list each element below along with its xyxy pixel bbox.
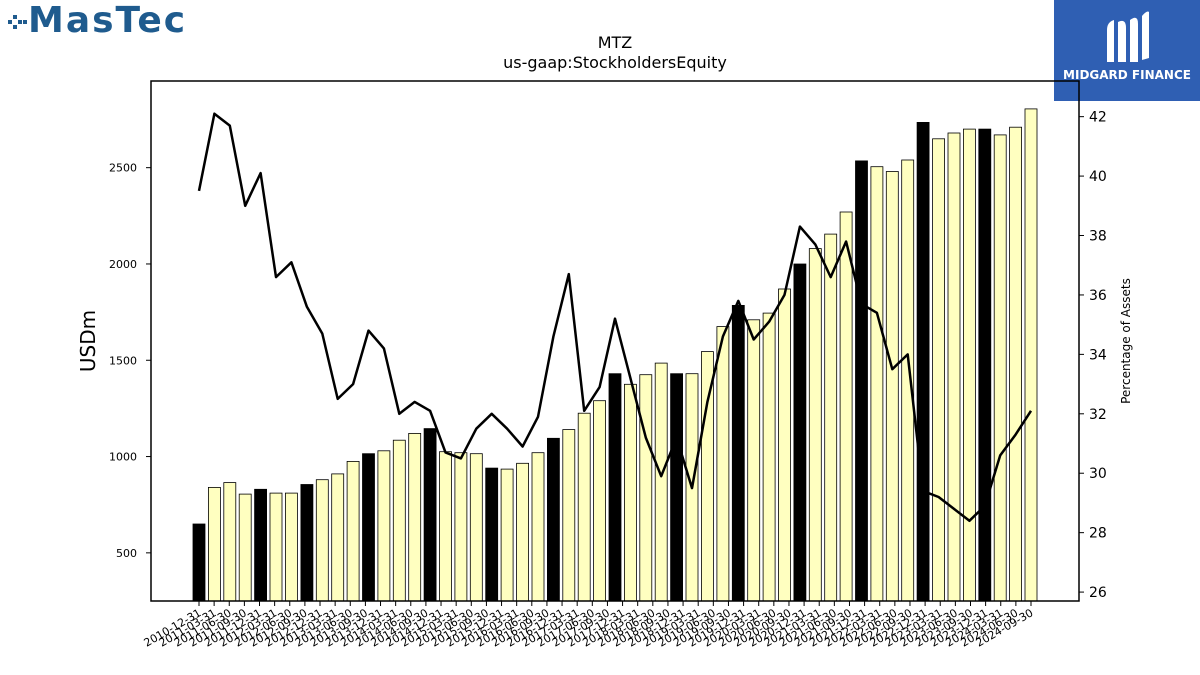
chart-title: MTZ [598, 33, 633, 52]
bar [808, 248, 822, 602]
bar [1009, 126, 1022, 602]
y2-tick-label: 38 [1089, 229, 1107, 245]
bar [346, 460, 360, 602]
bar [916, 122, 930, 602]
bar [762, 312, 776, 602]
x-axis: 2010-12-312011-03-312011-06-302011-09-30… [142, 601, 1036, 650]
y2-tick-label: 26 [1089, 585, 1107, 601]
bar [716, 326, 730, 602]
plot-frame [150, 80, 1080, 602]
y-tick-label: 1500 [109, 354, 137, 367]
bar [331, 473, 345, 602]
bar [993, 134, 1007, 602]
bar [254, 488, 268, 602]
bar [963, 128, 976, 602]
bar [608, 373, 622, 602]
bar [978, 128, 992, 602]
bar [731, 304, 745, 602]
y-tick-label: 500 [116, 547, 137, 560]
bar [238, 493, 252, 602]
y-tick-label: 2500 [109, 162, 137, 175]
y2-tick-label: 40 [1089, 169, 1107, 185]
bar-series [192, 108, 1038, 602]
bar [284, 492, 298, 602]
y2-tick-label: 28 [1089, 526, 1107, 542]
midgard-brand-text: MIDGARD FINANCE [1063, 68, 1191, 82]
bar [408, 432, 422, 602]
bar [439, 451, 452, 602]
bar [207, 486, 221, 602]
mastec-wordmark: MasTec [28, 0, 188, 41]
bar [901, 159, 915, 602]
bar [392, 439, 406, 602]
bar [516, 462, 529, 602]
bar [624, 383, 637, 602]
bar [562, 429, 576, 602]
bar [500, 468, 514, 602]
y2-axis-label: Percentage of Assets [1119, 278, 1133, 404]
bar [839, 211, 853, 602]
bar [315, 479, 329, 602]
bar [485, 467, 499, 602]
y-axis-label: USDm [76, 310, 100, 372]
y2-axis: 26 28 30 32 34 36 38 40 42 [1079, 110, 1107, 601]
bar [870, 166, 884, 602]
y2-tick-label: 34 [1089, 347, 1107, 363]
bar [855, 160, 868, 602]
bar [747, 319, 761, 602]
line-series [197, 112, 1033, 523]
bar [639, 374, 653, 602]
bar [824, 233, 838, 602]
y2-tick-label: 32 [1089, 407, 1107, 423]
bar [947, 132, 961, 602]
chart-subtitle: us-gaap:StockholdersEquity [503, 53, 727, 72]
bar [362, 453, 375, 602]
bar [547, 437, 560, 602]
bar [793, 263, 807, 602]
bar [223, 482, 237, 602]
y-axis: 500 1000 1500 2000 2500 [109, 162, 151, 560]
y-tick-label: 2000 [109, 258, 137, 271]
bar [670, 373, 683, 602]
bar [885, 171, 899, 602]
bar [531, 452, 545, 602]
bar [377, 450, 391, 602]
bar [192, 523, 206, 602]
y2-tick-label: 36 [1089, 288, 1107, 304]
bar [577, 412, 591, 602]
y-tick-label: 1000 [109, 451, 137, 464]
y2-tick-label: 42 [1089, 110, 1107, 126]
percentage-line [197, 112, 1033, 523]
y2-tick-label: 30 [1089, 466, 1107, 482]
bar [1024, 108, 1038, 602]
midgard-emblem-icon [1107, 11, 1149, 62]
bar [778, 288, 791, 602]
bar [654, 362, 668, 602]
bar [469, 453, 483, 602]
bar [454, 452, 468, 602]
bar [932, 138, 945, 602]
bar [423, 428, 437, 602]
bar [593, 400, 606, 602]
bar [300, 484, 314, 602]
logo-squares-icon [8, 15, 27, 29]
bar [269, 492, 283, 602]
